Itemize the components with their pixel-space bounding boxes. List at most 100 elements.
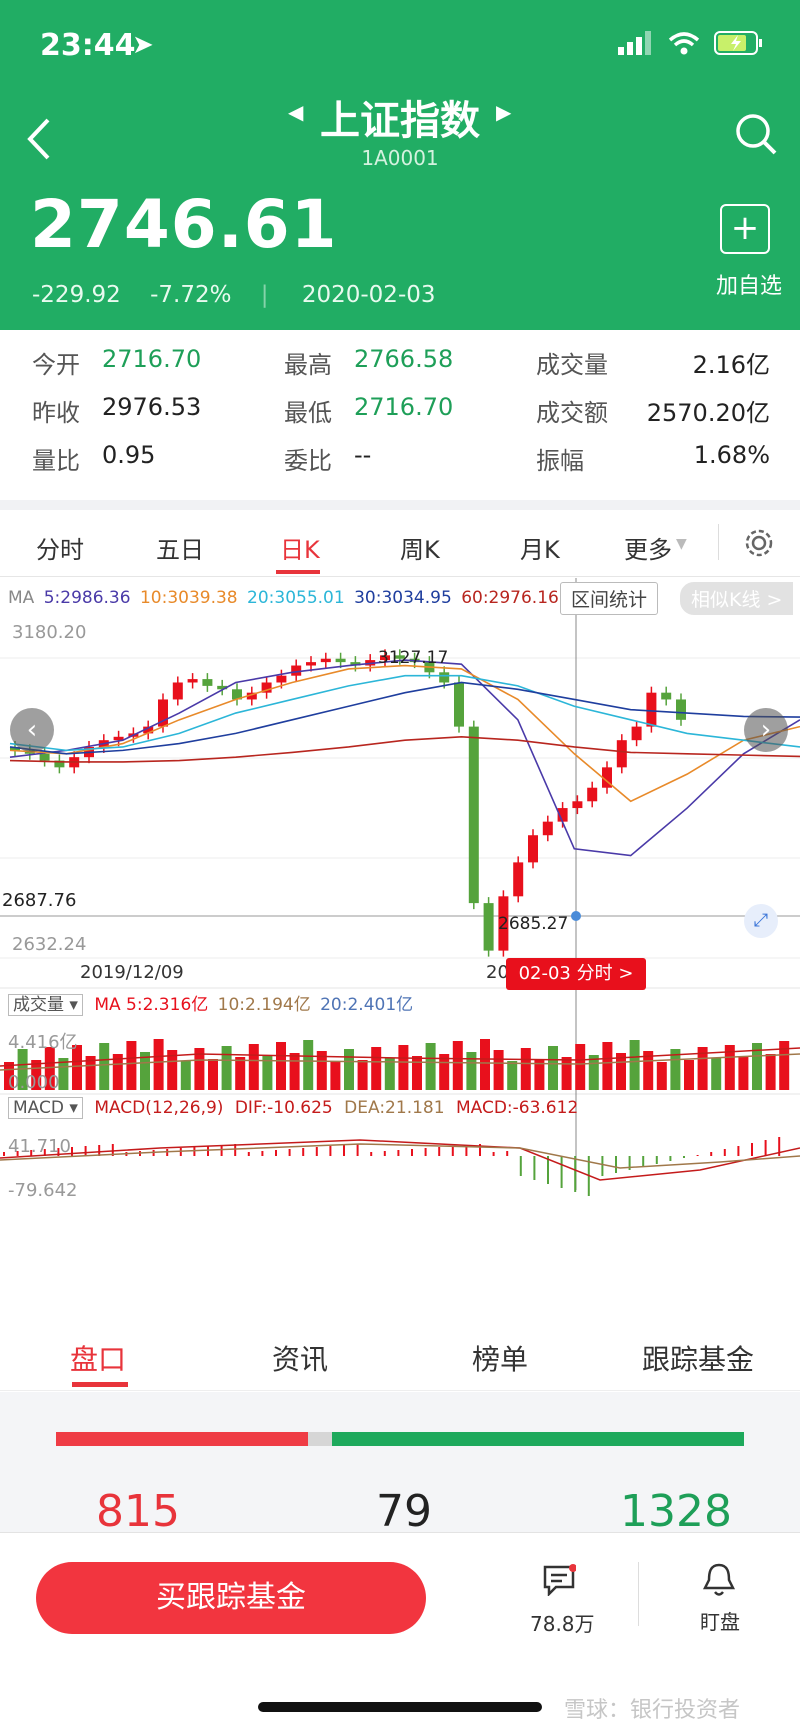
- range-stat-button[interactable]: 区间统计: [560, 582, 659, 615]
- stats-row-3: 量比 0.95 委比 -- 振幅 1.68%: [0, 441, 800, 489]
- candle-body: [616, 740, 627, 768]
- comment-count[interactable]: 78.8万: [530, 1612, 595, 1636]
- status-time: 23:44: [40, 28, 136, 63]
- back-icon[interactable]: [24, 116, 54, 162]
- price-change-pct: -7.72%: [150, 282, 232, 308]
- volume-bar: [357, 1060, 368, 1090]
- open-value: 2716.70: [102, 345, 202, 373]
- stats-row-2: 昨收 2976.53 最低 2716.70 成交额 2570.20亿: [0, 393, 800, 441]
- tab-monthly-k[interactable]: 月K: [520, 536, 560, 564]
- candle-body: [202, 679, 213, 686]
- buy-tracking-fund-button[interactable]: 买跟踪基金: [36, 1562, 426, 1634]
- chart-next-arrow-icon[interactable]: ›: [744, 708, 788, 752]
- macd-select[interactable]: MACD ▾: [8, 1097, 83, 1119]
- wifi-icon: [668, 32, 700, 55]
- search-icon[interactable]: [734, 112, 778, 156]
- ma-legend-label: MA: [8, 588, 35, 608]
- volume-bar: [711, 1058, 722, 1090]
- candle-body: [468, 726, 479, 904]
- volume-bar: [724, 1045, 735, 1090]
- volume-bar: [126, 1041, 137, 1090]
- tab-order-book[interactable]: 盘口: [70, 1343, 127, 1376]
- candle-body: [350, 662, 361, 666]
- volume-ma-line: [0, 1047, 800, 1067]
- status-icons: [618, 30, 764, 56]
- volume-bar: [425, 1043, 436, 1090]
- tab-weekly-k[interactable]: 周K: [400, 536, 440, 564]
- volume-ma-line: [0, 1053, 800, 1071]
- stats-row-1: 今开 2716.70 最高 2766.58 成交量 2.16亿: [0, 345, 800, 393]
- candle-body: [291, 665, 302, 676]
- add-watchlist-label[interactable]: 加自选: [715, 274, 782, 299]
- tab-daily-k[interactable]: 日K: [280, 536, 320, 564]
- macd-params: MACD(12,26,9): [94, 1098, 224, 1118]
- y-axis-top: 3180.20: [12, 622, 87, 643]
- macd-axis-bottom: -79.642: [8, 1180, 78, 1201]
- active-detail-tab-underline: [72, 1382, 128, 1387]
- volume-bar: [616, 1053, 626, 1090]
- tab-news[interactable]: 资讯: [272, 1343, 329, 1376]
- similar-k-button[interactable]: 相似K线 >: [680, 582, 794, 615]
- volume-axis-bottom: 0.000: [8, 1072, 60, 1093]
- ma20-line: [9, 674, 800, 752]
- candle-body: [394, 655, 405, 659]
- low-label: 最低: [284, 399, 332, 427]
- volume-ratio-value: 0.95: [102, 441, 156, 469]
- tab-rankings[interactable]: 榜单: [472, 1343, 529, 1376]
- volume-bar: [643, 1051, 654, 1090]
- prev-stock-icon[interactable]: ◀: [288, 100, 304, 124]
- ma30-line: [9, 681, 800, 755]
- volume-select[interactable]: 成交量 ▾: [8, 994, 83, 1016]
- volume-bar: [140, 1052, 150, 1090]
- low-value: 2716.70: [354, 393, 454, 421]
- candle-body: [261, 682, 272, 693]
- candle-body: [54, 760, 65, 768]
- volume-bar: [765, 1054, 776, 1090]
- chart-prev-arrow-icon[interactable]: ‹: [10, 708, 54, 752]
- tab-tracking-funds[interactable]: 跟踪基金: [642, 1343, 755, 1376]
- bell-icon[interactable]: [702, 1562, 736, 1598]
- amplitude-label: 振幅: [536, 447, 584, 475]
- volume-bar: [208, 1059, 218, 1090]
- candle-body: [143, 726, 154, 734]
- candle-body: [528, 835, 538, 863]
- entrust-ratio-value: --: [354, 441, 372, 469]
- tab-five-day[interactable]: 五日: [156, 536, 204, 564]
- volume-bar: [738, 1056, 749, 1090]
- candle-body: [439, 672, 450, 683]
- open-label: 今开: [32, 351, 80, 379]
- candle-body: [646, 692, 657, 727]
- candle-body: [557, 808, 568, 822]
- ma10-value: 10:3039.38: [139, 588, 238, 608]
- volume-bar: [602, 1042, 613, 1090]
- volume-bar: [262, 1055, 273, 1090]
- fullscreen-icon[interactable]: ⤢: [744, 904, 778, 938]
- watch-label[interactable]: 盯盘: [700, 1610, 740, 1634]
- quote-date: 2020-02-03: [301, 282, 436, 308]
- volume-bar: [752, 1043, 762, 1090]
- active-tab-underline: [276, 570, 320, 574]
- x-axis-date-left: 2019/12/09: [80, 962, 184, 983]
- comment-icon[interactable]: [542, 1564, 576, 1596]
- chart-canvas[interactable]: [0, 578, 800, 1318]
- add-watchlist-button[interactable]: +: [720, 204, 770, 254]
- tab-intraday[interactable]: 分时: [36, 536, 84, 564]
- settings-gear-icon[interactable]: [744, 528, 774, 558]
- amount-value: 2570.20亿: [646, 399, 770, 427]
- candle-body: [335, 658, 346, 663]
- volume-bar: [153, 1039, 164, 1090]
- unchanged-count: 79: [376, 1486, 432, 1537]
- ma5-line: [9, 659, 800, 857]
- volume-bar: [384, 1058, 395, 1090]
- next-stock-icon[interactable]: ▶: [496, 100, 512, 124]
- tab-more[interactable]: 更多: [624, 536, 672, 564]
- kline-chart[interactable]: MA 5:2986.36 10:3039.38 20:3055.01 30:30…: [0, 578, 800, 1318]
- tabs-divider: [718, 524, 719, 560]
- ma5-value: 5:2986.36: [43, 588, 131, 608]
- volume-bar: [44, 1047, 55, 1090]
- candle-body: [10, 746, 20, 751]
- crosshair-dot: [571, 911, 581, 921]
- volume-bar: [670, 1049, 681, 1090]
- header: 23:44 ➤ ◀ 上证指数 ▶ 1A0001 2746.61 -229.92 …: [0, 0, 800, 330]
- cursor-date-badge[interactable]: 02-03 分时 >: [506, 958, 646, 990]
